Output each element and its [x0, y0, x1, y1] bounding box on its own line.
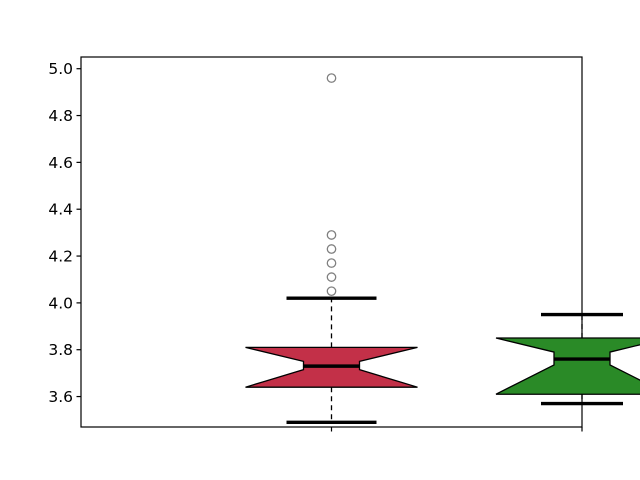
y-axis-ticks: 3.6 3.8 4.0 4.2 4.4 4.6 4.8 5.0 — [48, 60, 81, 406]
y-tick-label-3: 4.2 — [48, 248, 73, 266]
outlier-point-5 — [326, 286, 337, 297]
y-tick-label-7: 5.0 — [48, 60, 73, 78]
outlier-point-1 — [326, 230, 337, 240]
outlier-point-0 — [326, 73, 337, 83]
outlier-point-2 — [326, 244, 337, 254]
box-body — [495, 337, 640, 395]
y-tick-label-0: 3.6 — [48, 388, 73, 406]
y-tick-label-4: 4.4 — [48, 201, 73, 219]
outlier-point-3 — [326, 258, 337, 268]
y-tick-label-5: 4.6 — [48, 154, 73, 172]
y-tick-label-1: 3.8 — [48, 341, 73, 359]
box-1 — [245, 73, 418, 425]
y-tick-label-6: 4.8 — [48, 107, 73, 125]
x-axis-ticks — [330, 427, 583, 432]
y-tick-label-2: 4.0 — [48, 294, 73, 312]
box-2 — [495, 312, 640, 406]
box-series — [245, 73, 640, 425]
outlier-point-4 — [326, 272, 337, 282]
